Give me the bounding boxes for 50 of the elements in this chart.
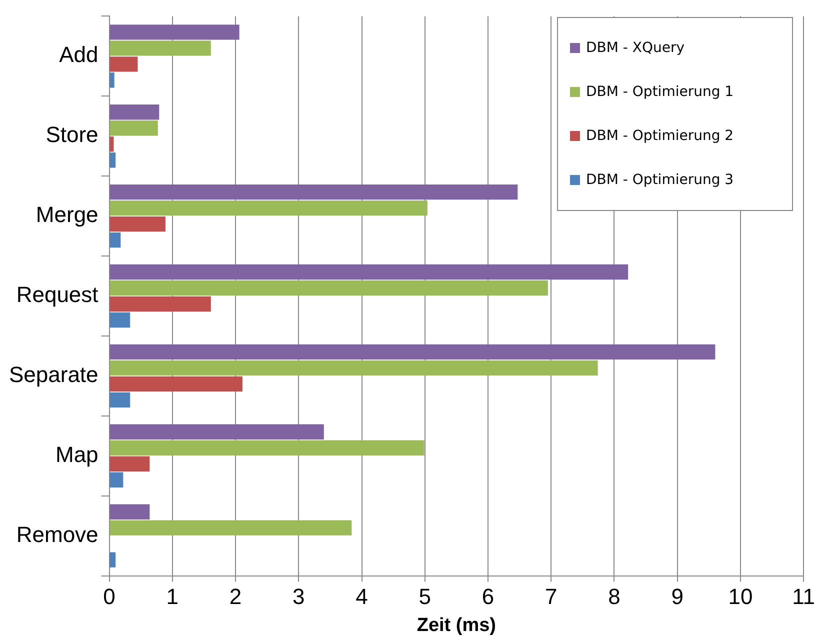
bar (110, 344, 716, 360)
x-tick-label: 7 (544, 584, 558, 610)
bar (110, 24, 240, 40)
bar (110, 312, 130, 328)
bar (110, 72, 114, 88)
bar (110, 440, 424, 456)
y-tick-label: Request (16, 282, 98, 308)
y-tick-label: Remove (16, 522, 98, 547)
bar (110, 56, 138, 72)
x-axis-title: Zeit (ms) (416, 614, 496, 636)
bar (110, 200, 428, 216)
bar (110, 120, 158, 136)
bar (110, 360, 598, 376)
bar (110, 552, 116, 568)
legend-label: DBM - Optimierung 2 (586, 128, 734, 144)
x-tick-label: 4 (356, 584, 368, 610)
y-tick-label: Add (59, 42, 98, 68)
bar (110, 40, 211, 56)
bar (110, 152, 116, 168)
bar (110, 184, 518, 200)
bar (110, 472, 124, 488)
bar (110, 280, 548, 296)
bar (110, 216, 166, 232)
y-tick-label: Separate (8, 362, 98, 388)
y-tick-label: Map (55, 442, 98, 467)
x-tick-label: 0 (103, 584, 116, 610)
bar (110, 504, 150, 520)
x-tick-label: 9 (671, 584, 684, 610)
x-tick-label: 3 (292, 584, 305, 610)
bar (110, 376, 242, 392)
y-tick-label: Store (46, 122, 98, 148)
bar (110, 392, 130, 408)
legend-label: DBM - Optimierung 1 (586, 84, 734, 100)
bar (110, 424, 324, 440)
bar (110, 296, 211, 312)
bar (110, 456, 150, 472)
x-tick-label: 1 (166, 584, 179, 610)
legend-label: DBM - XQuery (586, 40, 685, 56)
x-tick-label: 2 (229, 584, 242, 610)
x-tick-label: 10 (728, 584, 753, 610)
bar (110, 264, 628, 280)
y-tick-label: Merge (36, 202, 98, 228)
bar (110, 104, 160, 120)
x-tick-label: 6 (482, 584, 494, 610)
bar (110, 520, 352, 536)
bar (110, 232, 121, 248)
x-tick-label: 8 (608, 584, 620, 610)
x-tick-label: 11 (792, 584, 816, 610)
x-tick-label: 5 (418, 584, 431, 610)
legend-label: DBM - Optimierung 3 (586, 172, 734, 188)
